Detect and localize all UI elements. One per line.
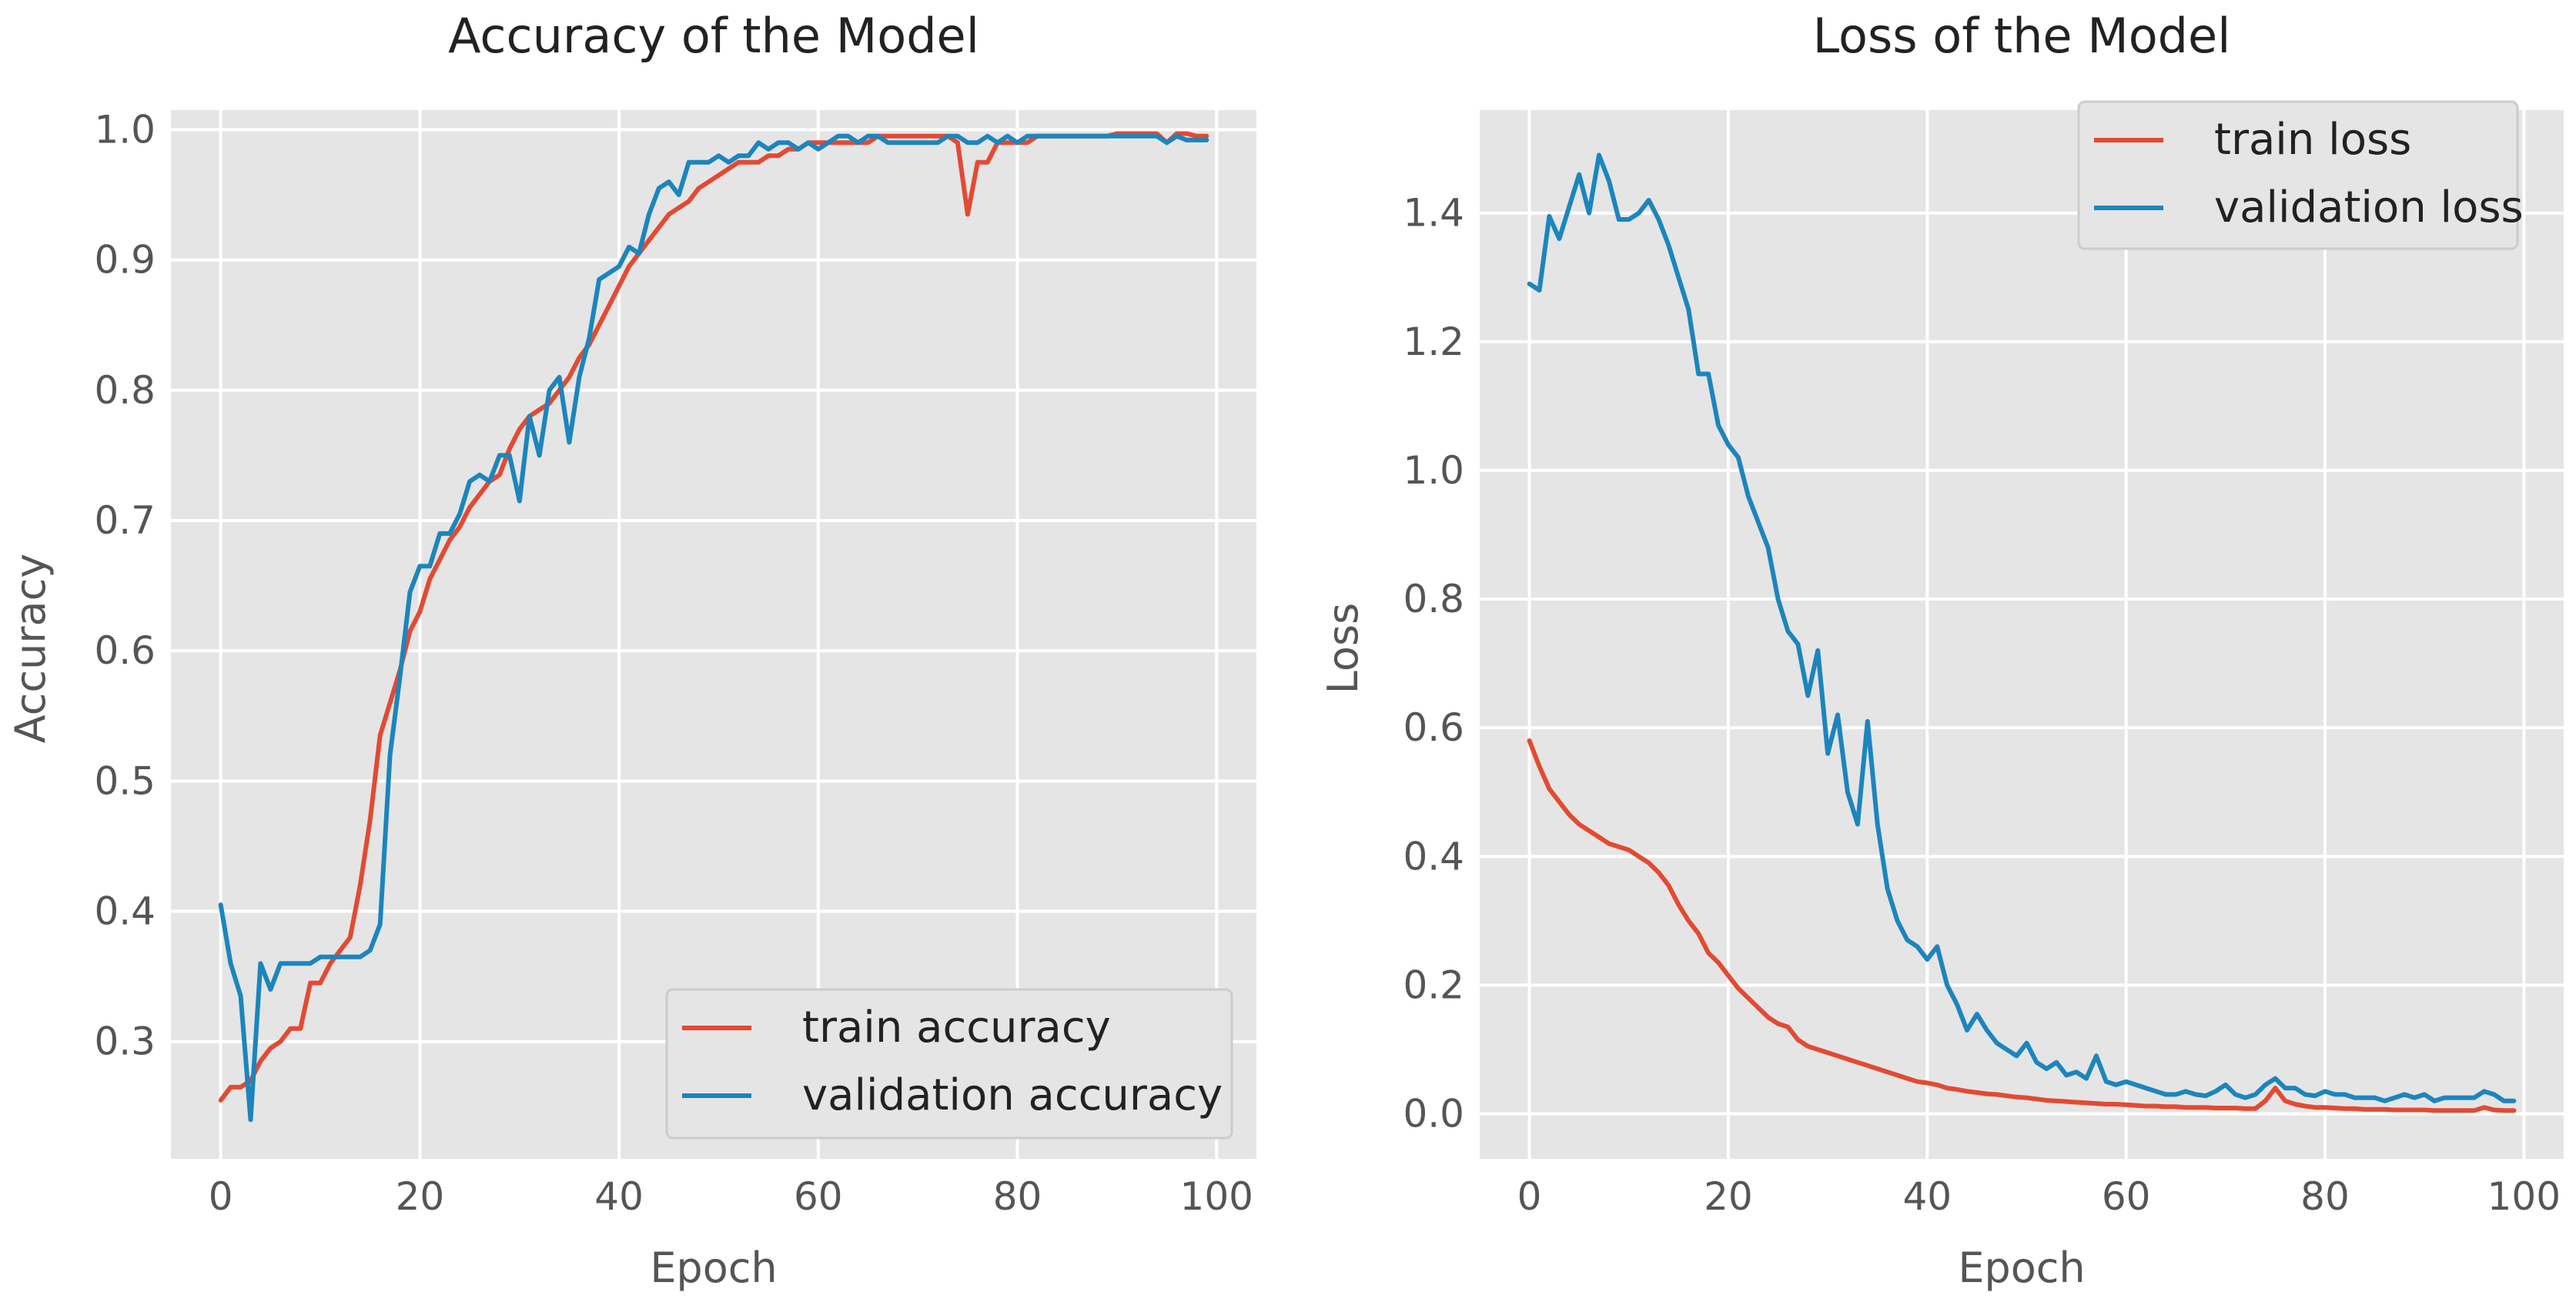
series-line-validation — [1527, 152, 2517, 1103]
y-tick-label: 0.9 — [94, 238, 156, 283]
y-tick-label: 1.0 — [1403, 448, 1464, 493]
x-tick-label: 0 — [209, 1174, 233, 1219]
legend-box — [2077, 100, 2519, 250]
x-tick-label: 80 — [2300, 1174, 2350, 1219]
x-tick-label: 100 — [1180, 1174, 1253, 1219]
x-tick-label: 60 — [794, 1174, 843, 1219]
y-tick-label: 0.8 — [1403, 577, 1464, 621]
legend: train accuracy validation accuracy — [665, 988, 1233, 1140]
y-tick-label: 1.2 — [1403, 320, 1464, 364]
y-axis-label: Accuracy — [6, 554, 55, 744]
x-tick-label: 60 — [2102, 1174, 2151, 1219]
legend-label-train: train accuracy — [802, 1003, 1111, 1053]
x-tick-label: 40 — [594, 1174, 644, 1219]
y-axis-label: Loss — [1319, 603, 1367, 694]
y-tick-label: 0.6 — [94, 628, 156, 673]
legend-label-train: train loss — [2214, 115, 2411, 165]
x-axis-label: Epoch — [650, 1244, 777, 1292]
loss-chart: 0 20 40 60 80 100 0.0 0.2 0.4 0.6 0.8 1.0 1.2 1.4 Loss… — [1319, 8, 2564, 1292]
series-line-train — [1527, 738, 2517, 1113]
y-tick-label: 0.3 — [94, 1019, 156, 1064]
x-tick-label: 0 — [1517, 1174, 1542, 1219]
plot-area — [171, 110, 1256, 1159]
x-axis-label: Epoch — [1958, 1244, 2085, 1292]
plot-area — [1480, 110, 2564, 1159]
x-tick-label: 20 — [1704, 1174, 1753, 1219]
y-tick-label: 0.6 — [1403, 705, 1464, 750]
y-tick-label: 0.8 — [94, 368, 156, 413]
chart-title: Accuracy of the Model — [448, 8, 979, 64]
y-tick-label: 0.0 — [1403, 1092, 1464, 1137]
y-tick-label: 1.4 — [1403, 191, 1464, 236]
x-tick-label: 40 — [1902, 1174, 1952, 1219]
legend-box — [665, 988, 1233, 1140]
y-tick-label: 0.4 — [94, 889, 156, 934]
x-tick-label: 20 — [396, 1174, 445, 1219]
y-tick-label: 0.5 — [94, 758, 156, 803]
accuracy-chart: 0 20 40 60 80 100 0.3 0.4 0.5 0.6 0.7 0.8 0.9 1.0 Accu… — [6, 8, 1256, 1292]
series-line-validation — [218, 133, 1209, 1123]
chart-title: Loss of the Model — [1813, 8, 2231, 64]
legend: train loss validation loss — [2077, 100, 2524, 250]
y-tick-label: 0.7 — [94, 498, 156, 543]
y-tick-label: 0.4 — [1403, 834, 1464, 879]
y-tick-label: 0.2 — [1403, 962, 1464, 1007]
y-tick-label: 1.0 — [94, 107, 156, 152]
legend-label-validation: validation accuracy — [802, 1070, 1223, 1120]
legend-label-validation: validation loss — [2214, 182, 2524, 233]
x-tick-label: 100 — [2487, 1174, 2561, 1219]
x-tick-label: 80 — [993, 1174, 1042, 1219]
